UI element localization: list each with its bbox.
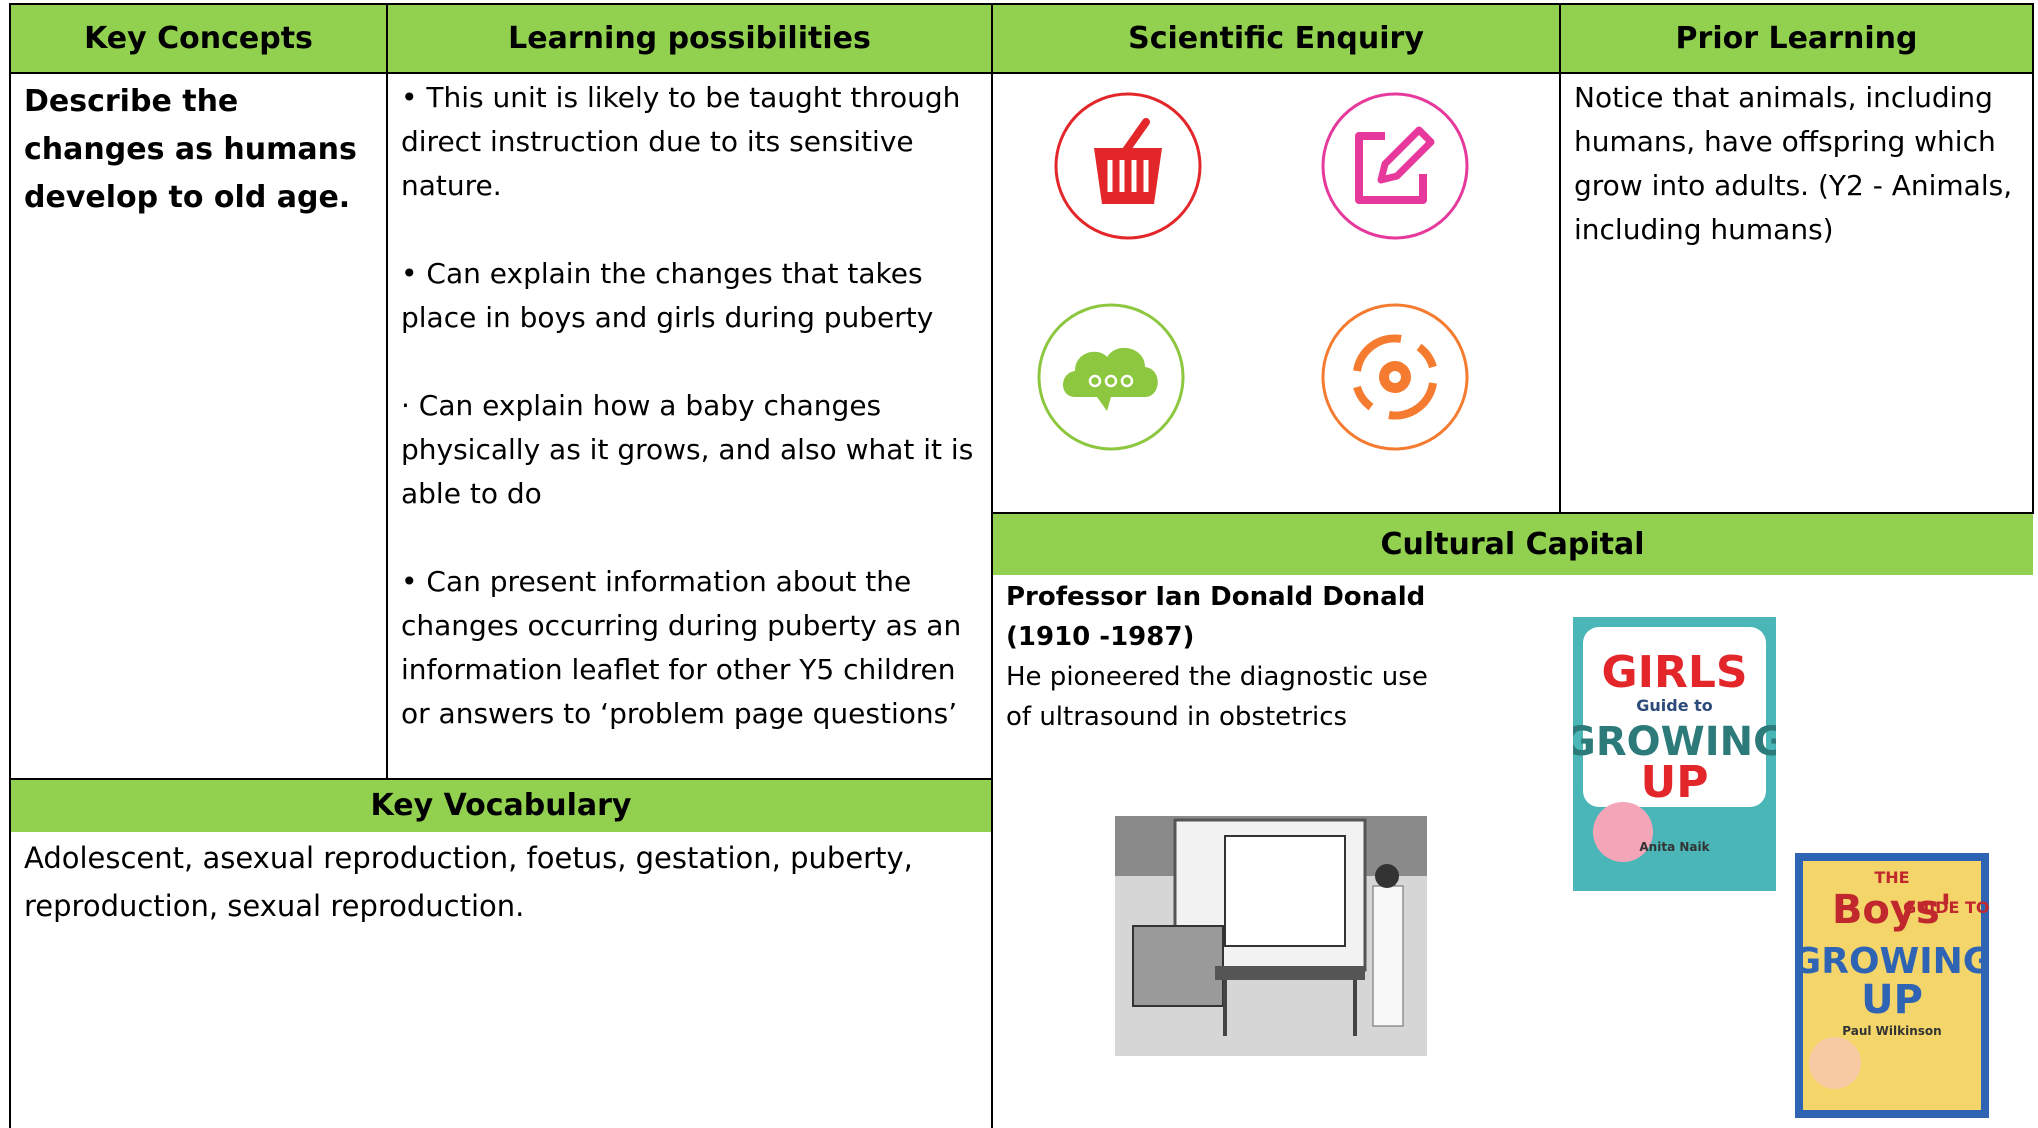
border xyxy=(9,3,2034,5)
border xyxy=(991,512,2034,514)
book-title: GIRLS xyxy=(1601,647,1747,698)
header-cell: Learning possibilities xyxy=(387,4,992,73)
header-cell: Key Vocabulary xyxy=(10,779,992,832)
border xyxy=(386,3,388,780)
book-author: Paul Wilkinson xyxy=(1842,1024,1941,1038)
border xyxy=(991,3,993,1128)
border xyxy=(9,778,993,780)
bullet: • This unit is likely to be taught throu… xyxy=(401,81,961,202)
person-description: He pioneered the diagnostic use of ultra… xyxy=(1006,662,1428,732)
key-concepts: Describe the changes as humans develop t… xyxy=(24,84,357,215)
header-cell: Scientific Enquiry xyxy=(992,4,1560,73)
book-title: GUIDE TO xyxy=(1903,898,1989,917)
book-author: Anita Naik xyxy=(1639,840,1710,854)
key-vocabulary: Adolescent, asexual reproduction, foetus… xyxy=(24,841,913,923)
header-cell: Cultural Capital xyxy=(992,513,2033,575)
book-title: THE xyxy=(1874,868,1909,887)
person-years: (1910 -1987) xyxy=(1006,622,1195,652)
book-title: Guide to xyxy=(1636,696,1713,715)
book-title: THE xyxy=(1655,631,1695,652)
book-title: UP xyxy=(1861,977,1923,1023)
border xyxy=(9,3,11,1128)
learning-list: • This unit is likely to be taught throu… xyxy=(401,76,983,780)
bullet: • Can present information about the chan… xyxy=(401,565,962,730)
person-name: Professor Ian Donald Donald xyxy=(1006,582,1426,612)
bullet: · Can explain how a baby changes physica… xyxy=(401,389,974,510)
border xyxy=(9,72,2034,74)
cultural-text: Professor Ian Donald Donald (1910 -1987)… xyxy=(1006,577,1446,737)
icon-cycle xyxy=(1321,303,1469,451)
book-title: UP xyxy=(1641,757,1709,808)
header-cell: Key Concepts xyxy=(10,4,387,73)
bullet: • Can explain the changes that takes pla… xyxy=(401,257,934,334)
border xyxy=(1559,3,1561,514)
enquiry-icons xyxy=(1037,92,1469,451)
border xyxy=(2032,3,2034,514)
icon-observe xyxy=(1054,92,1202,240)
prior-learning: Notice that animals, including humans, h… xyxy=(1574,81,2013,246)
photo xyxy=(1115,816,1427,1056)
icon-discuss xyxy=(1037,303,1185,451)
book-title: Boys' xyxy=(1832,887,1952,933)
book-title: GROWING xyxy=(1573,719,1776,765)
icon-record xyxy=(1321,92,1469,240)
book-title: GROWING xyxy=(1795,941,1989,982)
header-cell: Prior Learning xyxy=(1560,4,2033,73)
